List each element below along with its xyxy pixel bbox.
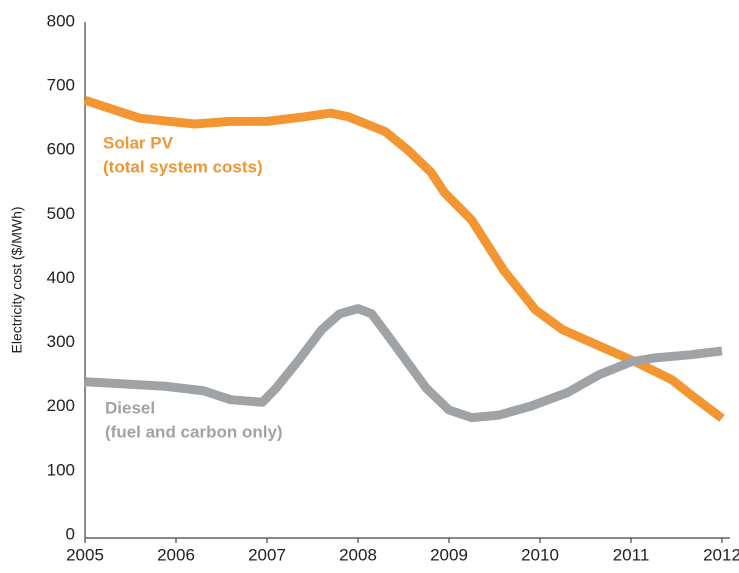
y-tick-label: 600 — [47, 140, 75, 159]
y-tick-label: 400 — [47, 268, 75, 287]
line — [83, 95, 725, 422]
line — [84, 304, 723, 423]
y-tick-label: 800 — [47, 11, 75, 30]
y-axis-label: Electricity cost ($/MWh) — [9, 206, 25, 353]
series-label: Solar PV — [103, 133, 174, 152]
y-tick-label: 200 — [47, 396, 75, 415]
x-tick-label: 2010 — [521, 545, 559, 564]
x-tick-label: 2012 — [703, 545, 739, 564]
series-annotation: (fuel and carbon only) — [105, 422, 283, 441]
x-tick-label: 2008 — [339, 545, 377, 564]
x-tick-label: 2006 — [157, 545, 195, 564]
y-tick-label: 700 — [47, 76, 75, 95]
y-tick-label: 100 — [47, 460, 75, 479]
y-tick-label: 300 — [47, 332, 75, 351]
x-tick-label: 2009 — [430, 545, 468, 564]
x-tick-label: 2011 — [613, 545, 650, 564]
series-label: Diesel — [105, 398, 155, 417]
y-tick-label: 500 — [47, 204, 75, 223]
y-tick-label: 0 — [66, 524, 75, 543]
x-tick-label: 2007 — [248, 545, 286, 564]
x-tick-label: 2005 — [66, 545, 104, 564]
series-annotation: (total system costs) — [103, 157, 263, 176]
